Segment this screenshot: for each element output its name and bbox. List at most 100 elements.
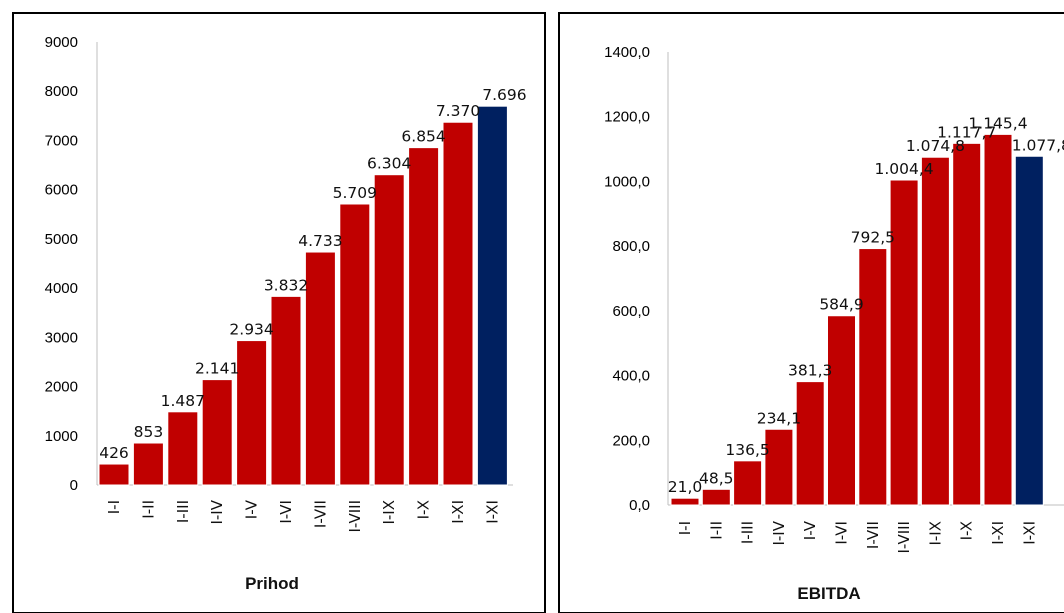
ebitda-category-label: I-II	[707, 521, 725, 540]
prihod-category-label: I-XI	[483, 500, 501, 524]
prihod-data-label: 7.370	[436, 102, 480, 120]
ebitda-bar	[764, 428, 794, 506]
ebitda-chart: 0,0 200,0 400,0 600,0 800,0 1000,0 1200,0 1400,…	[558, 12, 1064, 613]
prihod-category-label: I-I	[105, 500, 123, 514]
prihod-y-tick-label: 8000	[45, 83, 78, 100]
ebitda-y-tick-label: 1200,0	[604, 109, 650, 126]
ebitda-y-tick-label: 600,0	[612, 303, 650, 320]
prihod-y-tick-label: 6000	[45, 182, 78, 199]
prihod-y-tick-label: 3000	[45, 329, 78, 346]
ebitda-category-label: I-VIII	[895, 521, 913, 554]
prihod-category-label: I-VIII	[346, 500, 364, 533]
ebitda-y-tick-label: 400,0	[612, 368, 650, 385]
prihod-bar	[339, 203, 371, 486]
prihod-y-tick-label: 2000	[45, 379, 78, 396]
prihod-bar	[132, 442, 164, 486]
ebitda-category-label: I-VI	[833, 521, 851, 545]
prihod-data-label: 5.709	[333, 184, 377, 202]
ebitda-data-labels: 21,048,5 136,5 234,1 381,3 584,9 792,5 1.004,4…	[668, 114, 1064, 496]
ebitda-data-label: 48,5	[699, 469, 734, 487]
ebitda-data-label: 21,0	[668, 478, 703, 496]
ebitda-y-tick-label: 200,0	[612, 432, 650, 449]
prihod-category-label: I-II	[139, 500, 157, 519]
prihod-y-tick-label: 7000	[45, 132, 78, 149]
prihod-bar	[167, 411, 199, 486]
ebitda-category-labels: I-I I-II I-III I-IV I-V I-VI I-VII I-VIII I-IX I-…	[676, 520, 1038, 553]
ebitda-bar	[858, 248, 888, 506]
prihod-category-label: I-V	[243, 499, 261, 519]
prihod-data-label: 426	[99, 444, 129, 462]
ebitda-y-ticks: 0,0 200,0 400,0 600,0 800,0 1000,0 1200,0 1400,…	[604, 44, 650, 514]
ebitda-category-label: I-X	[958, 521, 976, 540]
prihod-bar	[270, 295, 302, 486]
ebitda-y-tick-label: 1000,0	[604, 173, 650, 190]
ebitda-data-label: 234,1	[757, 409, 801, 427]
ebitda-bar	[670, 497, 700, 506]
ebitda-y-tick-label: 800,0	[612, 238, 650, 255]
prihod-data-label: 6.304	[367, 155, 411, 173]
prihod-bar	[373, 174, 405, 486]
prihod-data-label: 853	[134, 423, 164, 441]
ebitda-bar	[952, 142, 982, 506]
prihod-category-labels: I-I I-II I-III I-IV I-V I-VI I-VII I-VIII I-IX I-…	[105, 499, 501, 532]
ebitda-bar	[889, 179, 919, 506]
ebitda-category-label: I-XI	[989, 521, 1007, 545]
ebitda-bar	[1014, 155, 1044, 506]
prihod-chart: 0 1000 2000 3000 4000 5000 6000 7000 8000 9000 42…	[12, 12, 546, 613]
ebitda-bar	[983, 133, 1013, 506]
ebitda-data-label: 381,3	[788, 362, 832, 380]
ebitda-bar	[795, 381, 825, 506]
ebitda-data-label: 1.117,7	[937, 123, 996, 141]
ebitda-bars	[670, 133, 1044, 506]
prihod-data-label: 2.141	[195, 360, 239, 378]
prihod-y-tick-label: 9000	[45, 34, 78, 51]
ebitda-y-tick-label: 1400,0	[604, 44, 650, 61]
prihod-data-label: 4.733	[298, 232, 342, 250]
prihod-category-label: I-IX	[380, 500, 398, 525]
prihod-bar	[98, 463, 130, 486]
ebitda-bar	[733, 460, 763, 506]
prihod-bar	[476, 105, 508, 486]
ebitda-category-label: I-I	[676, 521, 694, 535]
ebitda-category-label: I-XI	[1020, 521, 1038, 545]
prihod-data-label: 2.934	[229, 321, 273, 339]
ebitda-data-label: 584,9	[819, 296, 863, 314]
prihod-data-label: 6.854	[401, 128, 445, 146]
prihod-bar	[236, 340, 268, 486]
prihod-bar	[201, 379, 233, 486]
prihod-bar	[442, 121, 474, 486]
ebitda-category-label: I-V	[801, 520, 819, 540]
prihod-y-ticks: 0 1000 2000 3000 4000 5000 6000 7000 8000 9000	[45, 34, 78, 494]
prihod-bar	[304, 251, 336, 486]
ebitda-category-label: I-IX	[926, 521, 944, 546]
ebitda-category-label: I-III	[739, 521, 757, 544]
prihod-category-label: I-VII	[311, 500, 329, 528]
ebitda-data-label: 136,5	[725, 441, 769, 459]
prihod-data-label: 3.832	[264, 276, 308, 294]
prihod-y-tick-label: 4000	[45, 280, 78, 297]
prihod-y-tick-label: 5000	[45, 231, 78, 248]
ebitda-bar	[920, 156, 950, 506]
ebitda-x-title: EBITDA	[797, 584, 860, 603]
ebitda-category-label: I-IV	[770, 520, 788, 545]
prihod-bar	[408, 147, 440, 486]
prihod-data-label: 7.696	[482, 86, 526, 104]
prihod-category-label: I-IV	[208, 499, 226, 524]
ebitda-bar	[827, 315, 856, 506]
ebitda-y-tick-label: 0,0	[629, 497, 650, 514]
prihod-category-label: I-VI	[277, 500, 295, 524]
ebitda-data-label: 1.074,8	[906, 137, 965, 155]
prihod-x-title: Prihod	[245, 574, 299, 593]
ebitda-data-label: 1.145,4	[968, 114, 1027, 132]
ebitda-data-label: 1.077,8	[1012, 136, 1064, 154]
ebitda-data-label: 1.004,4	[875, 160, 934, 178]
ebitda-data-label: 792,5	[851, 229, 895, 247]
prihod-y-tick-label: 1000	[45, 428, 78, 445]
prihod-category-label: I-XI	[449, 500, 467, 524]
prihod-data-label: 1.487	[161, 392, 205, 410]
ebitda-bar	[701, 488, 731, 506]
prihod-y-tick-label: 0	[70, 477, 78, 494]
prihod-data-labels: 426 853 1.487 2.141 2.934 3.832 4.733 5.709 6.30…	[99, 86, 526, 462]
prihod-category-label: I-III	[174, 500, 192, 523]
